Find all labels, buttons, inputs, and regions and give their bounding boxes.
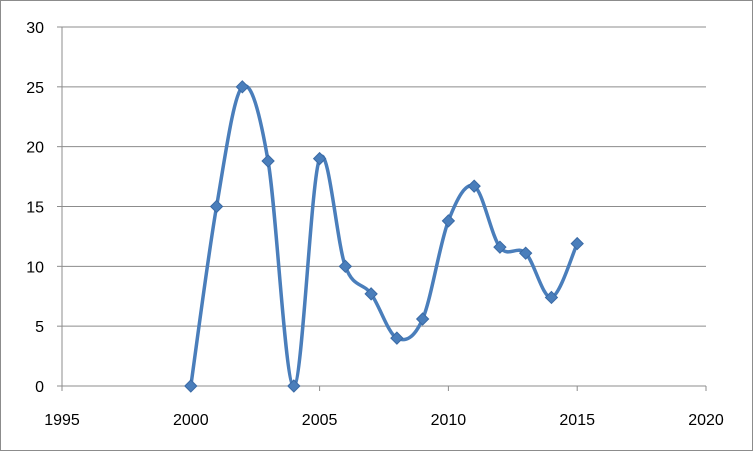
data-point-2006 xyxy=(338,259,353,274)
y-tick-label-0: 0 xyxy=(35,379,44,396)
y-tick-label-25: 25 xyxy=(26,80,44,97)
y-tick-label-15: 15 xyxy=(26,200,44,217)
x-tick-label-2000: 2000 xyxy=(173,412,209,429)
gridlines xyxy=(62,26,706,327)
data-point-2002 xyxy=(235,80,250,94)
axes xyxy=(57,26,707,391)
data-point-2007 xyxy=(364,287,378,301)
y-tick-label-20: 20 xyxy=(26,140,44,157)
x-tick-label-2020: 2020 xyxy=(688,412,724,429)
series-group xyxy=(184,80,584,393)
data-point-2009 xyxy=(415,312,430,326)
x-tick-label-1995: 1995 xyxy=(44,412,80,429)
data-point-2000 xyxy=(184,379,198,393)
data-point-2015 xyxy=(570,236,584,251)
x-tick-label-2005: 2005 xyxy=(302,412,338,429)
data-point-2010 xyxy=(441,214,456,228)
data-point-2003 xyxy=(261,154,275,168)
data-point-2001 xyxy=(209,199,224,214)
data-point-2008 xyxy=(390,331,404,345)
data-point-2011 xyxy=(467,179,481,193)
data-point-2013 xyxy=(518,246,533,260)
y-tick-label-5: 5 xyxy=(35,319,44,336)
data-point-2014 xyxy=(544,290,559,305)
data-point-2012 xyxy=(493,240,507,254)
tick-labels: 0 5 10 15 20 25 30 1995 2000 2005 2010 2015 2020 xyxy=(26,20,724,429)
x-tick-label-2010: 2010 xyxy=(431,412,467,429)
y-tick-label-30: 30 xyxy=(26,20,44,37)
data-point-2005 xyxy=(312,151,327,166)
data-point-2004 xyxy=(287,379,301,393)
x-tick-label-2015: 2015 xyxy=(559,412,595,429)
series-line-0 xyxy=(189,83,579,388)
y-tick-label-10: 10 xyxy=(26,259,44,276)
